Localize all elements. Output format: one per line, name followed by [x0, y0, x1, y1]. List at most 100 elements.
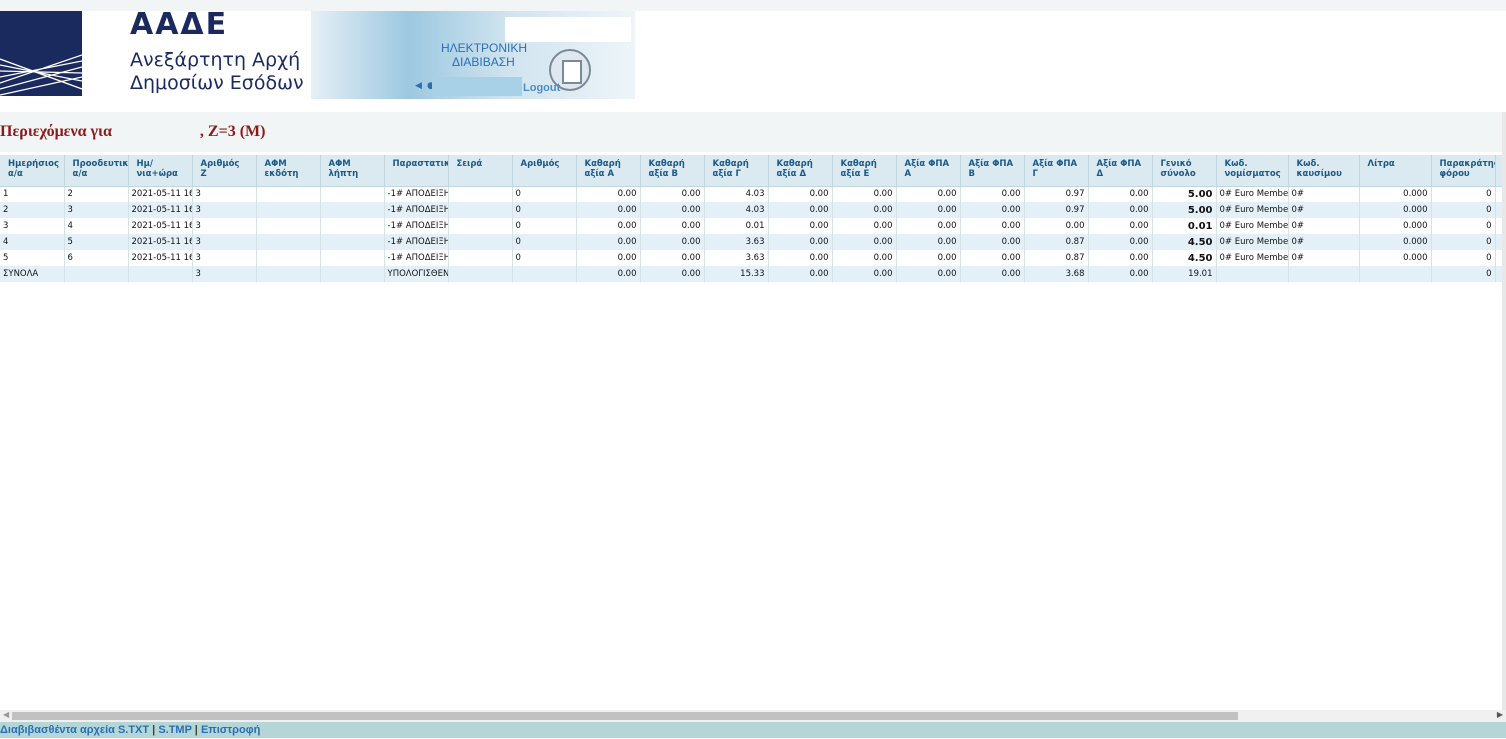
- column-header[interactable]: Καθαρή αξία Β: [640, 155, 705, 187]
- table-cell: 0.00: [960, 250, 1025, 266]
- banner: ΗΛΕΚΤΡΟΝΙΚΗ ΔΙΑΒΙΒΑΣΗ ◀ ● Logout: [311, 11, 635, 99]
- table-row[interactable]: 4 5 2021-05-11 16: 3 -1# ΑΠΟΔΕΙΞΗ 0 0.00 0.00 3.…: [0, 234, 1504, 250]
- table-cell: 0#: [1288, 218, 1360, 234]
- table-cell: 0: [1431, 234, 1496, 250]
- table-row[interactable]: 5 6 2021-05-11 16: 3 -1# ΑΠΟΔΕΙΞΗ 0 0.00 0.00 3.…: [0, 250, 1504, 266]
- column-header[interactable]: Λίτρα: [1359, 155, 1432, 187]
- column-header[interactable]: Αξία ΦΠΑ Δ: [1088, 155, 1153, 187]
- table-cell: 0.00: [832, 218, 897, 234]
- table-cell: 0: [512, 234, 577, 250]
- table-cell: 0#: [1288, 186, 1360, 202]
- logo-text: ΑΑΔΕ: [130, 7, 229, 42]
- column-header[interactable]: Αριθμός: [512, 155, 577, 187]
- table-cell: 0#: [1288, 250, 1360, 266]
- table-row[interactable]: 1 2 2021-05-11 16: 3 -1# ΑΠΟΔΕΙΞΗ 0 0.00 0.00 4.…: [0, 186, 1504, 202]
- column-header[interactable]: Παραστατικό: [384, 155, 449, 187]
- org-name: Ανεξάρτητη Αρχή Δημοσίων Εσόδων: [130, 49, 304, 95]
- table-cell: 0#: [1288, 202, 1360, 218]
- triangle-left-icon[interactable]: ◀: [415, 81, 422, 91]
- aade-logo: [0, 11, 82, 96]
- horizontal-scrollbar[interactable]: ◀ ▶: [0, 710, 1506, 722]
- scrollbar-thumb[interactable]: [12, 712, 1238, 720]
- table-cell: 0.00: [1088, 266, 1153, 282]
- table-cell: 0.00: [896, 186, 961, 202]
- column-header[interactable]: ΑΦΜ εκδότη: [256, 155, 321, 187]
- table-cell: 0: [512, 250, 577, 266]
- table-cell: 19.01: [1152, 266, 1217, 282]
- table-cell: [320, 250, 385, 266]
- column-header[interactable]: Καθαρή αξία Α: [576, 155, 641, 187]
- column-header[interactable]: Παρακράτηση φόρου: [1431, 155, 1496, 187]
- receipts-table: Ημερήσιος α/αΠροοδευτικός α/αΗμ/ νια+ώρα…: [0, 155, 1504, 282]
- column-header[interactable]: Αξία ΦΠΑ Β: [960, 155, 1025, 187]
- table-cell: 0.00: [896, 234, 961, 250]
- table-cell: 0.87: [1024, 234, 1089, 250]
- column-header[interactable]: Σειρά: [448, 155, 513, 187]
- column-header[interactable]: Προοδευτικός α/α: [64, 155, 129, 187]
- user-icon: ●: [427, 81, 435, 91]
- receipts-grid: Ημερήσιος α/αΠροοδευτικός α/αΗμ/ νια+ώρα…: [0, 155, 1506, 282]
- table-cell: 0# Euro Member: [1216, 202, 1289, 218]
- table-cell: 0.00: [576, 250, 641, 266]
- table-cell: 0.01: [704, 218, 769, 234]
- table-cell: 0.00: [640, 250, 705, 266]
- table-cell: [256, 250, 321, 266]
- org-line-1: Ανεξάρτητη Αρχή: [130, 49, 301, 71]
- table-cell: 2: [0, 202, 65, 218]
- stmp-link[interactable]: S.TMP: [158, 724, 192, 736]
- table-row[interactable]: 3 4 2021-05-11 16: 3 -1# ΑΠΟΔΕΙΞΗ 0 0.00 0.00 0.…: [0, 218, 1504, 234]
- back-link[interactable]: Επιστροφή: [200, 724, 261, 736]
- scroll-right-icon[interactable]: ▶: [1496, 710, 1503, 719]
- table-row[interactable]: 2 3 2021-05-11 16: 3 -1# ΑΠΟΔΕΙΞΗ 0 0.00 0.00 4.…: [0, 202, 1504, 218]
- table-cell: 5.00: [1152, 202, 1217, 218]
- table-cell: -1# ΑΠΟΔΕΙΞΗ: [384, 250, 449, 266]
- banner-title-2: ΔΙΑΒΙΒΑΣΗ: [452, 55, 515, 69]
- table-cell: 3.68: [1024, 266, 1089, 282]
- table-cell: [320, 218, 385, 234]
- table-cell: 0.00: [1088, 234, 1153, 250]
- column-header[interactable]: ΑΦΜ λήπτη: [320, 155, 385, 187]
- vertical-scrollbar[interactable]: [1502, 112, 1506, 710]
- top-strip: [0, 0, 1506, 11]
- column-header[interactable]: Καθαρή αξία Δ: [768, 155, 833, 187]
- logout-link[interactable]: Logout: [523, 82, 561, 94]
- column-header[interactable]: Αριθμός Ζ: [192, 155, 257, 187]
- table-cell: 0.00: [640, 234, 705, 250]
- table-cell: 0.00: [896, 266, 961, 282]
- table-cell: 0.00: [896, 202, 961, 218]
- table-cell: 3: [64, 202, 129, 218]
- table-cell: 0.00: [832, 250, 897, 266]
- column-header[interactable]: Κωδ. καυσίμου: [1288, 155, 1360, 187]
- table-cell: -1# ΑΠΟΔΕΙΞΗ: [384, 186, 449, 202]
- column-header[interactable]: Αξία ΦΠΑ Α: [896, 155, 961, 187]
- sent-files-link[interactable]: Διαβιβασθέντα αρχεία S.TXT: [0, 724, 150, 736]
- table-cell: [1288, 266, 1360, 282]
- table-cell: 0: [1431, 250, 1496, 266]
- greek-seal-icon: [549, 49, 591, 91]
- column-header[interactable]: Ημερήσιος α/α: [0, 155, 65, 187]
- column-header[interactable]: Ημ/ νια+ώρα: [128, 155, 193, 187]
- table-cell: [448, 186, 513, 202]
- table-cell: 0.00: [576, 234, 641, 250]
- table-cell: 0: [1431, 186, 1496, 202]
- table-cell: 2: [64, 186, 129, 202]
- table-cell: 5.00: [1152, 186, 1217, 202]
- totals-row[interactable]: ΣΥΝΟΛΑ 3 ΥΠΟΛΟΓΙΣΘΕΝ 0.00 0.00 15.33 0.00 0.00 0…: [0, 266, 1504, 282]
- table-cell: 0.00: [576, 218, 641, 234]
- column-header[interactable]: Καθαρή αξία Γ: [704, 155, 769, 187]
- title-bar: Περιεχόμενα για , Z=3 (M): [0, 112, 1506, 152]
- table-cell: [448, 202, 513, 218]
- column-header[interactable]: Αξία ΦΠΑ Γ: [1024, 155, 1089, 187]
- column-header[interactable]: Κωδ. νομίσματος: [1216, 155, 1289, 187]
- table-cell: -1# ΑΠΟΔΕΙΞΗ: [384, 202, 449, 218]
- table-cell: 3.63: [704, 250, 769, 266]
- table-cell: 4.03: [704, 186, 769, 202]
- table-cell: 0.00: [960, 218, 1025, 234]
- table-cell: [128, 266, 193, 282]
- table-cell: 0.00: [960, 186, 1025, 202]
- column-header[interactable]: Καθαρή αξία Ε: [832, 155, 897, 187]
- table-cell: 0.00: [1088, 250, 1153, 266]
- table-cell: 0.00: [768, 234, 833, 250]
- scroll-left-icon[interactable]: ◀: [3, 710, 10, 719]
- column-header[interactable]: Γενικό σύνολο: [1152, 155, 1217, 187]
